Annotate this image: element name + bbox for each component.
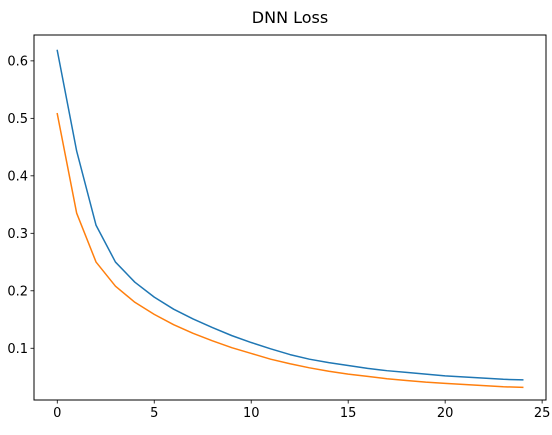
y-tick-label: 0.6 (7, 54, 28, 69)
y-tick-label: 0.1 (7, 342, 28, 357)
y-axis: 0.1 0.2 0.3 0.4 0.5 0.6 (7, 54, 34, 356)
x-axis: 0 5 10 15 20 25 (53, 400, 550, 421)
x-tick-label: 0 (53, 406, 61, 421)
y-tick-label: 0.4 (7, 169, 28, 184)
y-tick-label: 0.3 (7, 227, 28, 242)
series-layer (57, 51, 522, 388)
series-line-2 (57, 114, 522, 388)
plot-frame (34, 35, 546, 400)
x-tick-label: 15 (340, 406, 357, 421)
x-tick-label: 25 (534, 406, 551, 421)
y-tick-label: 0.5 (7, 112, 28, 127)
y-tick-label: 0.2 (7, 284, 28, 299)
x-tick-label: 20 (437, 406, 454, 421)
x-tick-label: 5 (150, 406, 158, 421)
series-line-1 (57, 51, 522, 380)
chart-title: DNN Loss (252, 8, 328, 27)
x-tick-label: 10 (243, 406, 260, 421)
